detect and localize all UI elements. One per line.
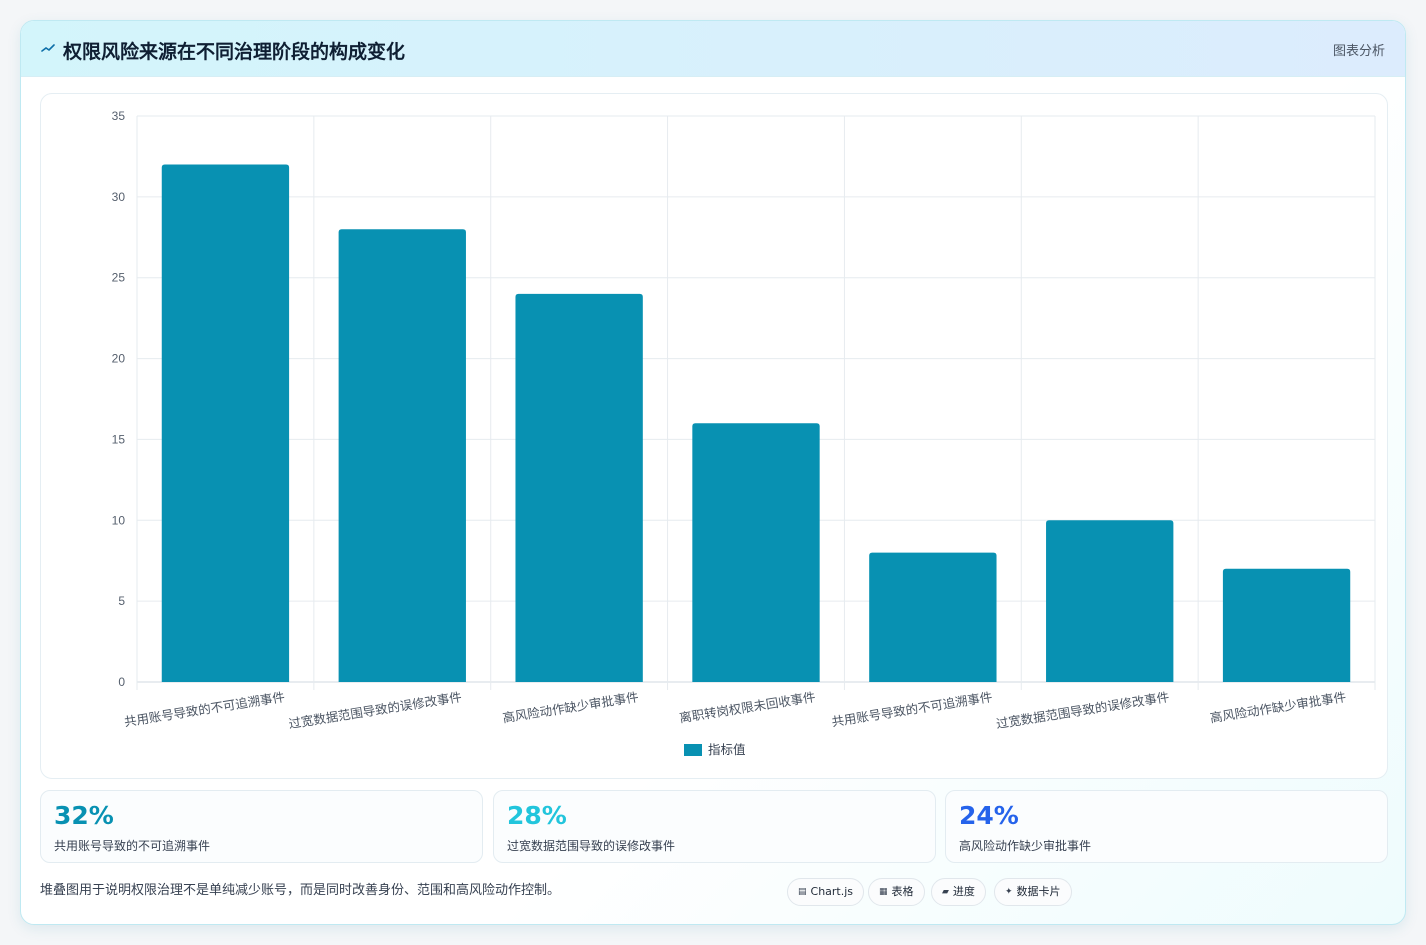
x-tick-label: 共用账号导致的不可追溯事件 xyxy=(830,689,993,729)
card-header: 权限风险来源在不同治理阶段的构成变化 图表分析 xyxy=(21,21,1405,77)
y-tick-label: 20 xyxy=(112,352,126,366)
kpi-value-1: 32% xyxy=(54,801,114,830)
y-tick-label: 30 xyxy=(112,190,126,204)
footer-note: 堆叠图用于说明权限治理不是单纯减少账号，而是同时改善身份、范围和高风险动作控制。 xyxy=(40,883,561,898)
legend-label: 指标值 xyxy=(708,742,746,757)
tag-label: 进度 xyxy=(952,885,975,898)
y-tick-label: 25 xyxy=(112,271,126,285)
y-tick-label: 35 xyxy=(112,109,126,123)
x-tick-label: 高风险动作缺少审批事件 xyxy=(1209,689,1347,725)
bar xyxy=(338,229,466,682)
kpi-label-3: 高风险动作缺少审批事件 xyxy=(959,839,1092,853)
bar xyxy=(1046,520,1174,682)
x-tick-label: 过宽数据范围导致的误修改事件 xyxy=(288,689,463,731)
bar xyxy=(1222,568,1351,682)
tag-label: Chart.js xyxy=(810,885,854,898)
table-icon: ▦ xyxy=(879,887,888,897)
page-title: 权限风险来源在不同治理阶段的构成变化 xyxy=(63,41,406,63)
sparkle-icon: ✦ xyxy=(1005,887,1013,897)
x-tick-label: 过宽数据范围导致的误修改事件 xyxy=(995,689,1170,731)
tag-label: 数据卡片 xyxy=(1016,885,1061,898)
kpi-value-2: 28% xyxy=(507,801,567,830)
y-tick-label: 10 xyxy=(112,513,126,527)
x-tick-label: 共用账号导致的不可追溯事件 xyxy=(123,689,286,729)
chart-line-icon xyxy=(41,44,55,52)
tag-data-cards[interactable]: ✦ 数据卡片 xyxy=(994,878,1072,906)
kpi-label-1: 共用账号导致的不可追溯事件 xyxy=(54,839,211,853)
x-tick-label: 离职转岗权限未回收事件 xyxy=(678,689,816,725)
y-tick-label: 0 xyxy=(118,675,125,689)
bar xyxy=(692,423,820,682)
tag-chartjs[interactable]: ▤ Chart.js xyxy=(787,878,865,906)
chart-icon: ▤ xyxy=(798,887,807,897)
y-tick-label: 5 xyxy=(118,594,125,608)
bar xyxy=(161,164,290,682)
bar xyxy=(515,293,643,682)
tag-table[interactable]: ▦ 表格 xyxy=(868,878,925,906)
kpi-card-3: 24% 高风险动作缺少审批事件 xyxy=(945,790,1388,863)
kpi-card-2: 28% 过宽数据范围导致的误修改事件 xyxy=(493,790,936,863)
kpi-value-3: 24% xyxy=(959,801,1019,830)
kpi-card-1: 32% 共用账号导致的不可追溯事件 xyxy=(40,790,483,863)
progress-icon: ▰ xyxy=(942,887,949,897)
kpi-label-2: 过宽数据范围导致的误修改事件 xyxy=(507,839,676,853)
y-tick-label: 15 xyxy=(112,432,126,446)
tag-progress[interactable]: ▰ 进度 xyxy=(931,878,986,906)
bar xyxy=(869,552,997,682)
legend-swatch xyxy=(684,744,702,756)
tag-label: 表格 xyxy=(891,885,914,898)
chart-panel: 0 5 10 15 20 25 30 35 共用账号导致的不可追溯事件 过宽数据范围导致的误修改事… xyxy=(40,93,1388,779)
chart-card: 权限风险来源在不同治理阶段的构成变化 图表分析 0 5 10 15 20 25 30 35 共用… xyxy=(20,20,1406,925)
chart-analysis-menu[interactable]: 图表分析 xyxy=(1332,44,1385,59)
x-tick-label: 高风险动作缺少审批事件 xyxy=(501,689,639,725)
